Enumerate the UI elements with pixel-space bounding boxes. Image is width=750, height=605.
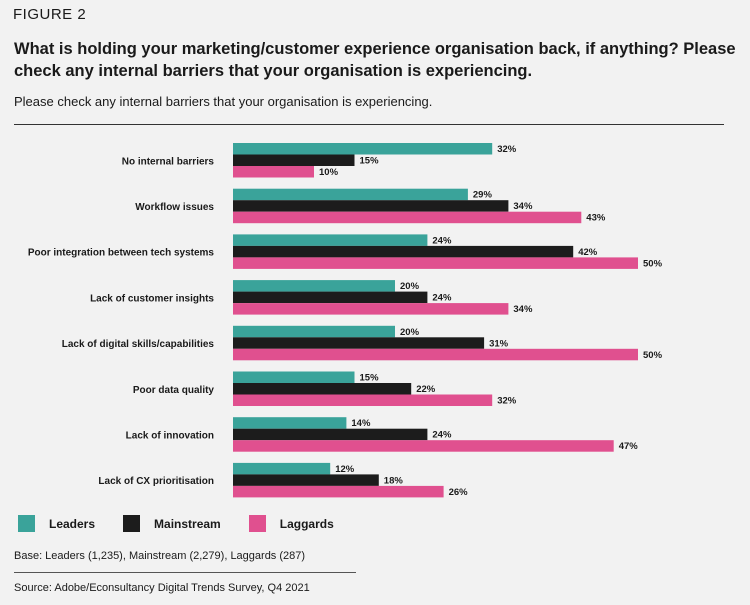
data-label-leaders-no-internal-barriers: 32% xyxy=(497,144,517,155)
footer-divider xyxy=(14,572,356,573)
data-label-mainstream-no-internal-barriers: 15% xyxy=(360,156,380,167)
data-label-leaders-lack-of-cx-prioritisation: 12% xyxy=(335,464,355,475)
bar-mainstream-lack-of-innovation xyxy=(233,428,428,441)
data-label-mainstream-poor-integration-between-tech-systems: 42% xyxy=(578,247,598,258)
bar-mainstream-no-internal-barriers xyxy=(233,154,355,166)
bar-laggards-workflow-issues xyxy=(233,211,582,224)
data-label-laggards-poor-data-quality: 32% xyxy=(497,396,517,407)
data-label-laggards-lack-of-customer-insights: 34% xyxy=(513,304,533,315)
legend-item-mainstream: Mainstream xyxy=(123,515,221,532)
data-label-laggards-workflow-issues: 43% xyxy=(586,213,606,224)
data-label-mainstream-lack-of-cx-prioritisation: 18% xyxy=(384,475,404,486)
bar-mainstream-poor-data-quality xyxy=(233,383,412,395)
data-label-leaders-poor-integration-between-tech-systems: 24% xyxy=(432,235,452,246)
bar-leaders-poor-data-quality xyxy=(233,371,355,383)
bar-leaders-poor-integration-between-tech-systems xyxy=(233,234,428,246)
data-label-leaders-workflow-issues: 29% xyxy=(473,190,493,201)
category-label-lack-of-digital-skills-capabilities: Lack of digital skills/capabilities xyxy=(62,339,215,350)
data-label-leaders-lack-of-digital-skills-capabilities: 20% xyxy=(400,327,420,338)
bar-laggards-poor-integration-between-tech-systems xyxy=(233,257,638,269)
category-label-lack-of-cx-prioritisation: Lack of CX prioritisation xyxy=(98,476,214,487)
legend-label-laggards: Laggards xyxy=(279,516,334,531)
chart-title: What is holding your marketing/customer … xyxy=(14,40,736,80)
bar-leaders-lack-of-customer-insights xyxy=(233,280,395,292)
title-divider xyxy=(14,124,724,125)
data-label-laggards-no-internal-barriers: 10% xyxy=(319,167,339,178)
category-label-no-internal-barriers: No internal barriers xyxy=(122,156,215,167)
category-label-poor-integration-between-tech-systems: Poor integration between tech systems xyxy=(28,248,215,259)
bar-laggards-lack-of-digital-skills-capabilities xyxy=(233,348,638,361)
legend-item-laggards: Laggards xyxy=(248,515,334,532)
figure-label: FIGURE 2 xyxy=(13,6,87,23)
source-note: Source: Adobe/Econsultancy Digital Trend… xyxy=(14,582,310,594)
legend-label-mainstream: Mainstream xyxy=(154,516,221,531)
data-label-leaders-lack-of-customer-insights: 20% xyxy=(400,281,420,292)
legend-swatch-leaders xyxy=(18,515,35,532)
base-note: Base: Leaders (1,235), Mainstream (2,279… xyxy=(14,550,306,562)
data-label-leaders-lack-of-innovation: 14% xyxy=(351,418,371,429)
data-label-laggards-poor-integration-between-tech-systems: 50% xyxy=(643,258,663,269)
bar-leaders-lack-of-cx-prioritisation xyxy=(233,462,331,475)
bar-mainstream-poor-integration-between-tech-systems xyxy=(233,245,574,258)
data-label-leaders-poor-data-quality: 15% xyxy=(360,373,380,384)
bar-laggards-poor-data-quality xyxy=(233,394,493,406)
data-label-laggards-lack-of-digital-skills-capabilities: 50% xyxy=(643,350,663,361)
legend-swatch-laggards xyxy=(248,515,266,532)
legend-swatch-mainstream xyxy=(123,515,141,532)
bar-chart: No internal barriers 32% 15% 10% Workflow is… xyxy=(28,143,663,498)
bar-leaders-no-internal-barriers xyxy=(233,143,493,155)
bar-leaders-lack-of-innovation xyxy=(233,417,347,429)
data-label-mainstream-poor-data-quality: 22% xyxy=(416,384,436,395)
chart-subtitle: Please check any internal barriers that … xyxy=(14,94,433,109)
category-label-workflow-issues: Workflow issues xyxy=(135,202,214,213)
category-label-lack-of-customer-insights: Lack of customer insights xyxy=(90,293,214,304)
legend: Leaders Mainstream Laggards xyxy=(18,515,362,532)
bar-laggards-lack-of-customer-insights xyxy=(233,303,509,315)
legend-label-leaders: Leaders xyxy=(49,516,96,531)
bar-mainstream-lack-of-cx-prioritisation xyxy=(233,474,379,486)
data-label-mainstream-lack-of-innovation: 24% xyxy=(432,430,452,441)
bar-mainstream-lack-of-digital-skills-capabilities xyxy=(233,337,485,349)
legend-item-leaders: Leaders xyxy=(18,515,95,532)
data-label-laggards-lack-of-cx-prioritisation: 26% xyxy=(449,487,469,498)
category-label-poor-data-quality: Poor data quality xyxy=(133,385,215,396)
bar-mainstream-workflow-issues xyxy=(233,200,509,212)
data-label-mainstream-workflow-issues: 34% xyxy=(513,201,533,212)
bar-laggards-lack-of-innovation xyxy=(233,440,614,452)
bar-mainstream-lack-of-customer-insights xyxy=(233,291,428,304)
bar-leaders-workflow-issues xyxy=(233,188,468,201)
bar-laggards-lack-of-cx-prioritisation xyxy=(233,485,444,498)
bar-laggards-no-internal-barriers xyxy=(233,166,314,178)
data-label-laggards-lack-of-innovation: 47% xyxy=(619,441,639,452)
data-label-mainstream-lack-of-customer-insights: 24% xyxy=(432,293,452,304)
category-label-lack-of-innovation: Lack of innovation xyxy=(126,430,214,441)
data-label-mainstream-lack-of-digital-skills-capabilities: 31% xyxy=(489,338,509,349)
bar-leaders-lack-of-digital-skills-capabilities xyxy=(233,325,395,338)
